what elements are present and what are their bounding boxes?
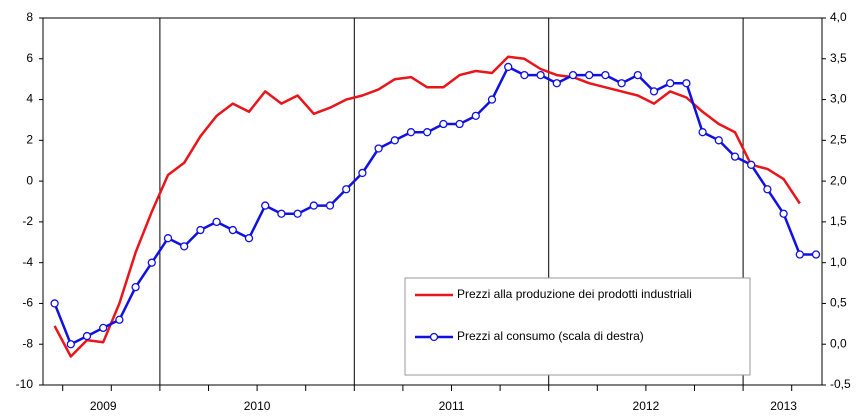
series-marker [779, 209, 788, 218]
series-marker [747, 160, 756, 169]
series-marker [423, 128, 432, 137]
x-year-label: 2013 [770, 399, 797, 413]
series-marker [439, 119, 448, 129]
series-marker [536, 70, 545, 80]
series-marker [261, 201, 270, 210]
series-marker [714, 136, 723, 145]
y2-tick-label: 3,0 [830, 92, 847, 106]
y2-tick-label: 0,5 [830, 296, 847, 310]
y-tick-label: -4 [22, 255, 33, 269]
legend-label: Prezzi alla produzione dei prodotti indu… [457, 287, 692, 301]
series-marker [293, 209, 302, 218]
series-marker [666, 79, 675, 88]
series-marker [244, 234, 254, 243]
y-tick-label: 6 [26, 51, 33, 65]
series-marker [455, 119, 464, 129]
series-marker [698, 128, 707, 137]
series-marker [649, 87, 659, 96]
series-marker [82, 331, 92, 341]
y-tick-label: -10 [16, 377, 34, 391]
series-marker [99, 323, 108, 333]
legend-label: Prezzi al consumo (scala di destra) [457, 329, 644, 343]
legend-marker [429, 332, 439, 342]
series-marker [374, 144, 383, 153]
y2-tick-label: 2,5 [830, 133, 847, 147]
series-marker [682, 79, 691, 88]
series-marker [552, 79, 561, 88]
series-marker [50, 299, 59, 308]
series-marker [390, 136, 399, 145]
series-line [53, 55, 801, 358]
series-marker [115, 315, 124, 324]
y2-tick-label: 3,5 [830, 51, 847, 65]
x-year-label: 2011 [439, 399, 465, 413]
series-marker [487, 95, 497, 104]
y-tick-label: 2 [26, 133, 33, 147]
series-marker [730, 152, 740, 161]
y2-tick-label: 4,0 [830, 10, 847, 24]
series-marker [358, 168, 367, 178]
series-marker [147, 258, 156, 267]
series-marker [504, 62, 513, 72]
series-marker [585, 70, 594, 80]
series-marker [520, 70, 529, 80]
y-tick-label: 0 [26, 173, 33, 187]
y-tick-label: 8 [26, 10, 33, 24]
series-marker [196, 225, 205, 235]
y2-tick-label: 2,0 [830, 173, 847, 187]
plot-frame [42, 17, 823, 386]
series-marker [131, 282, 140, 292]
y-tick-label: -8 [22, 336, 33, 350]
x-year-label: 2010 [244, 399, 271, 413]
series-marker [568, 70, 578, 80]
series-marker [163, 234, 173, 243]
y2-tick-label: -0,5 [830, 377, 851, 391]
y-tick-label: 4 [26, 92, 33, 106]
y2-tick-label: 1,5 [830, 214, 847, 228]
series-marker [342, 185, 351, 194]
series-marker [212, 217, 221, 227]
series-marker [228, 225, 237, 235]
series-marker [66, 340, 75, 349]
series-marker [471, 111, 480, 121]
series-marker [309, 201, 318, 210]
series-marker [617, 79, 626, 88]
y-tick-label: -6 [22, 296, 33, 310]
series-marker [811, 250, 821, 259]
series-marker [277, 209, 286, 218]
series-marker [325, 201, 335, 210]
y2-tick-label: 1,0 [830, 255, 847, 269]
y-tick-label: -2 [22, 214, 33, 228]
series-marker [180, 242, 189, 251]
series-marker [795, 250, 804, 259]
series-marker [601, 70, 610, 80]
x-year-label: 2012 [633, 399, 660, 413]
y2-tick-label: 0,0 [830, 336, 847, 350]
series-marker [763, 185, 772, 194]
x-year-label: 2009 [90, 399, 117, 413]
series-marker [406, 128, 416, 137]
legend-box [404, 277, 751, 376]
series-marker [633, 70, 642, 80]
